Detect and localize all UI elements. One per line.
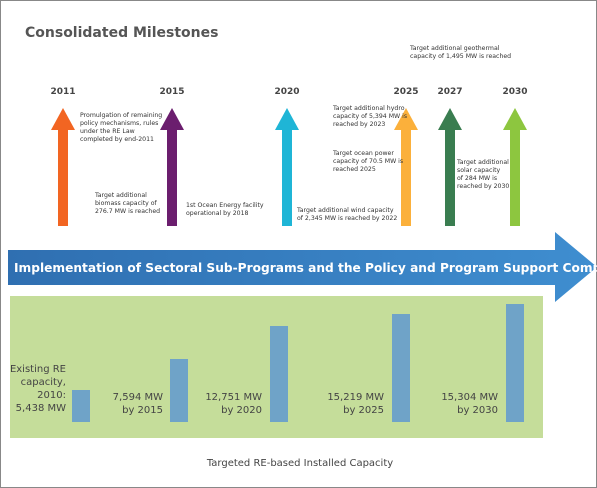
year: 2011 — [50, 87, 75, 97]
capacity-label: capacity, — [21, 377, 66, 388]
milestone-note: Target additional hydro — [332, 105, 405, 112]
milestone-note: Target additional wind capacity — [296, 207, 394, 214]
capacity-bar — [170, 359, 188, 422]
milestone-note: Target additional — [456, 159, 509, 166]
milestone-note: policy mechanisms, rules — [80, 120, 158, 127]
milestone-note: capacity of 5,394 MW is — [333, 113, 407, 120]
milestone-arrow — [438, 108, 462, 226]
milestone-note: biomass capacity of — [95, 200, 158, 207]
year: 2025 — [393, 87, 418, 97]
milestone-note: reached by 2030 — [457, 183, 509, 190]
milestone-arrow — [394, 108, 418, 226]
caption: Targeted RE-based Installed Capacity — [206, 458, 393, 469]
capacity-label: by 2025 — [343, 405, 384, 416]
capacity-label: 5,438 MW — [16, 403, 66, 414]
capacity-label: 7,594 MW — [113, 392, 163, 403]
milestone-arrow — [503, 108, 527, 226]
title: Consolidated Milestones — [25, 25, 218, 41]
capacity-bar — [392, 314, 410, 422]
milestone-note: Target additional — [94, 192, 147, 199]
milestone-note: 1st Ocean Energy facility — [186, 202, 264, 209]
milestone-note: of 2,345 MW is reached by 2022 — [297, 215, 397, 222]
milestone-note: Target additional geothermal — [409, 45, 500, 52]
year: 2030 — [502, 87, 527, 97]
milestone-note: capacity of 1,495 MW is reached — [410, 53, 511, 60]
milestone-note: Target ocean power — [332, 150, 394, 157]
milestone-note: capacity of 70.5 MW is — [333, 158, 403, 165]
capacity-bar — [72, 390, 90, 422]
capacity-label: by 2015 — [122, 405, 163, 416]
capacity-label: 15,304 MW — [441, 392, 498, 403]
milestone-note: reached 2025 — [333, 166, 376, 173]
capacity-label: Existing RE — [10, 364, 66, 375]
milestone-arrow — [51, 108, 75, 226]
milestone-note: completed by end-2011 — [80, 136, 154, 143]
milestone-note: reached by 2023 — [333, 121, 385, 128]
year: 2020 — [274, 87, 299, 97]
capacity-bar — [506, 304, 524, 422]
milestone-note: under the RE Law — [80, 128, 135, 135]
milestone-note: solar capacity — [457, 167, 500, 174]
capacity-label: by 2030 — [457, 405, 498, 416]
milestone-arrow — [275, 108, 299, 226]
capacity-bar — [270, 326, 288, 422]
capacity-label: 2010: — [37, 390, 66, 401]
milestone-note: of 284 MW is — [457, 175, 497, 182]
year: 2027 — [437, 87, 462, 97]
banner-text: Implementation of Sectoral Sub-Programs … — [14, 261, 597, 275]
capacity-label: 12,751 MW — [205, 392, 262, 403]
capacity-label: by 2020 — [221, 405, 262, 416]
capacity-label: 15,219 MW — [327, 392, 384, 403]
banner-arrow — [8, 232, 597, 302]
milestone-note: 276.7 MW is reached — [95, 208, 160, 215]
milestone-note: Promulgation of remaining — [80, 112, 162, 119]
year: 2015 — [159, 87, 184, 97]
milestone-arrow — [160, 108, 184, 226]
milestone-note: operational by 2018 — [186, 210, 249, 217]
